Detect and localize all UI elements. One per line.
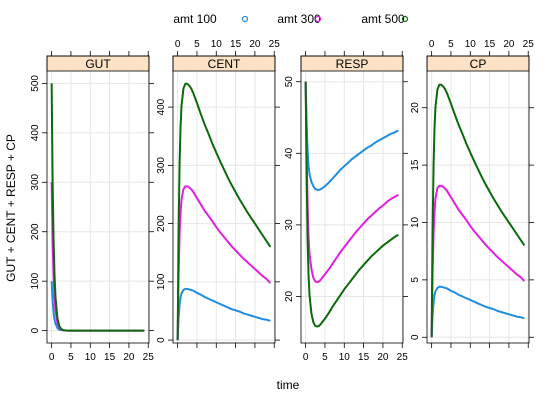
series-line-amt-500 bbox=[304, 81, 399, 328]
y-tick-label: 300 bbox=[156, 157, 167, 174]
series-line-amt-100 bbox=[176, 287, 271, 341]
x-tick-label: 0 bbox=[175, 39, 181, 50]
x-tick-label: 10 bbox=[211, 39, 223, 50]
legend-label: amt 500 bbox=[361, 12, 405, 26]
panel-title: RESP bbox=[336, 57, 369, 71]
series-line-amt-300 bbox=[430, 184, 526, 338]
legend-marker bbox=[314, 15, 322, 23]
x-tick-label: 20 bbox=[249, 39, 261, 50]
y-tick-label: 10 bbox=[410, 216, 421, 228]
x-tick-label: 25 bbox=[269, 39, 281, 50]
y-tick-label: 200 bbox=[30, 223, 41, 240]
legend-marker bbox=[241, 15, 249, 23]
series-line-amt-500 bbox=[50, 83, 145, 332]
y-tick-label: 100 bbox=[156, 273, 167, 290]
panel-frame bbox=[172, 55, 276, 344]
y-tick-label: 200 bbox=[156, 215, 167, 232]
x-tick-label: 25 bbox=[523, 39, 535, 50]
panel-title: CP bbox=[470, 57, 487, 71]
panel-grid bbox=[173, 71, 275, 343]
series-line-amt-500 bbox=[176, 82, 272, 341]
series-line-amt-300 bbox=[304, 81, 399, 284]
panel-cp: CP 0 5 10 15 20 25 0 5 10 15 20 bbox=[410, 39, 534, 348]
x-tick-label: 5 bbox=[68, 352, 74, 363]
y-tick-label: 0 bbox=[30, 327, 41, 333]
x-tick-label: 0 bbox=[303, 352, 309, 363]
y-axis-label: GUT + CENT + RESP + CP bbox=[4, 134, 18, 282]
legend-label: amt 100 bbox=[173, 12, 217, 26]
y-tick-label: 40 bbox=[284, 147, 295, 159]
panel-grid bbox=[301, 71, 403, 343]
y-tick-label: 20 bbox=[284, 290, 295, 302]
y-tick-label: 500 bbox=[30, 75, 41, 92]
chart-legend: amt 100 amt 300 amt 500 bbox=[173, 12, 409, 26]
panel-frame bbox=[46, 55, 150, 344]
y-tick-label: 0 bbox=[410, 334, 421, 340]
legend-marker bbox=[401, 15, 409, 23]
y-tick-label: 50 bbox=[284, 76, 295, 88]
x-tick-label: 5 bbox=[322, 352, 328, 363]
series-line-amt-300 bbox=[50, 182, 145, 332]
series-line-amt-100 bbox=[50, 281, 145, 332]
x-tick-label: 20 bbox=[123, 352, 135, 363]
y-tick-label: 100 bbox=[30, 272, 41, 289]
x-tick-label: 5 bbox=[194, 39, 200, 50]
x-tick-label: 10 bbox=[85, 352, 97, 363]
x-tick-label: 20 bbox=[377, 352, 389, 363]
x-tick-label: 15 bbox=[358, 352, 370, 363]
x-tick-label: 15 bbox=[104, 352, 116, 363]
series-line-amt-100 bbox=[304, 81, 399, 191]
y-tick-label: 30 bbox=[284, 219, 295, 231]
panel-frame bbox=[426, 55, 530, 344]
x-tick-label: 20 bbox=[503, 39, 515, 50]
panel-resp: RESP 0 5 10 15 20 25 20 30 40 50 bbox=[284, 51, 408, 363]
panel-frame bbox=[300, 55, 404, 344]
x-tick-label: 10 bbox=[339, 352, 351, 363]
x-tick-label: 0 bbox=[429, 39, 435, 50]
panel-title: CENT bbox=[208, 57, 241, 71]
legend-label: amt 300 bbox=[277, 12, 321, 26]
panel-cent: CENT 0 5 10 15 20 25 0 100 200 300 400 bbox=[156, 39, 280, 348]
panel-title: GUT bbox=[85, 57, 111, 71]
panel-gut: GUT 0 5 10 15 20 25 0 100 200 300 400 500 bbox=[30, 51, 154, 363]
x-tick-label: 10 bbox=[465, 39, 477, 50]
x-tick-label: 15 bbox=[484, 39, 496, 50]
series-line-amt-100 bbox=[430, 285, 525, 338]
x-tick-label: 25 bbox=[143, 352, 155, 363]
series-line-amt-300 bbox=[176, 185, 272, 341]
panel-grid bbox=[47, 71, 149, 343]
y-tick-label: 5 bbox=[410, 277, 421, 283]
x-tick-label: 25 bbox=[397, 352, 409, 363]
y-tick-label: 15 bbox=[410, 159, 421, 171]
x-tick-label: 5 bbox=[448, 39, 454, 50]
panel-grid bbox=[427, 71, 529, 343]
x-tick-label: 15 bbox=[230, 39, 242, 50]
y-tick-label: 0 bbox=[156, 337, 167, 343]
x-axis-label: time bbox=[277, 378, 300, 392]
series-line-amt-500 bbox=[430, 83, 526, 338]
x-tick-label: 0 bbox=[49, 352, 55, 363]
y-tick-label: 300 bbox=[30, 173, 41, 190]
y-tick-label: 400 bbox=[30, 124, 41, 141]
y-tick-label: 400 bbox=[156, 98, 167, 115]
y-tick-label: 20 bbox=[410, 102, 421, 114]
